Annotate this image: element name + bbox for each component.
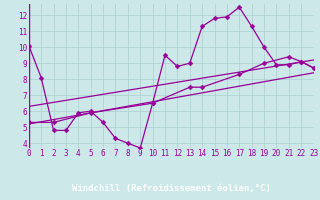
Text: Windchill (Refroidissement éolien,°C): Windchill (Refroidissement éolien,°C) xyxy=(72,184,271,194)
